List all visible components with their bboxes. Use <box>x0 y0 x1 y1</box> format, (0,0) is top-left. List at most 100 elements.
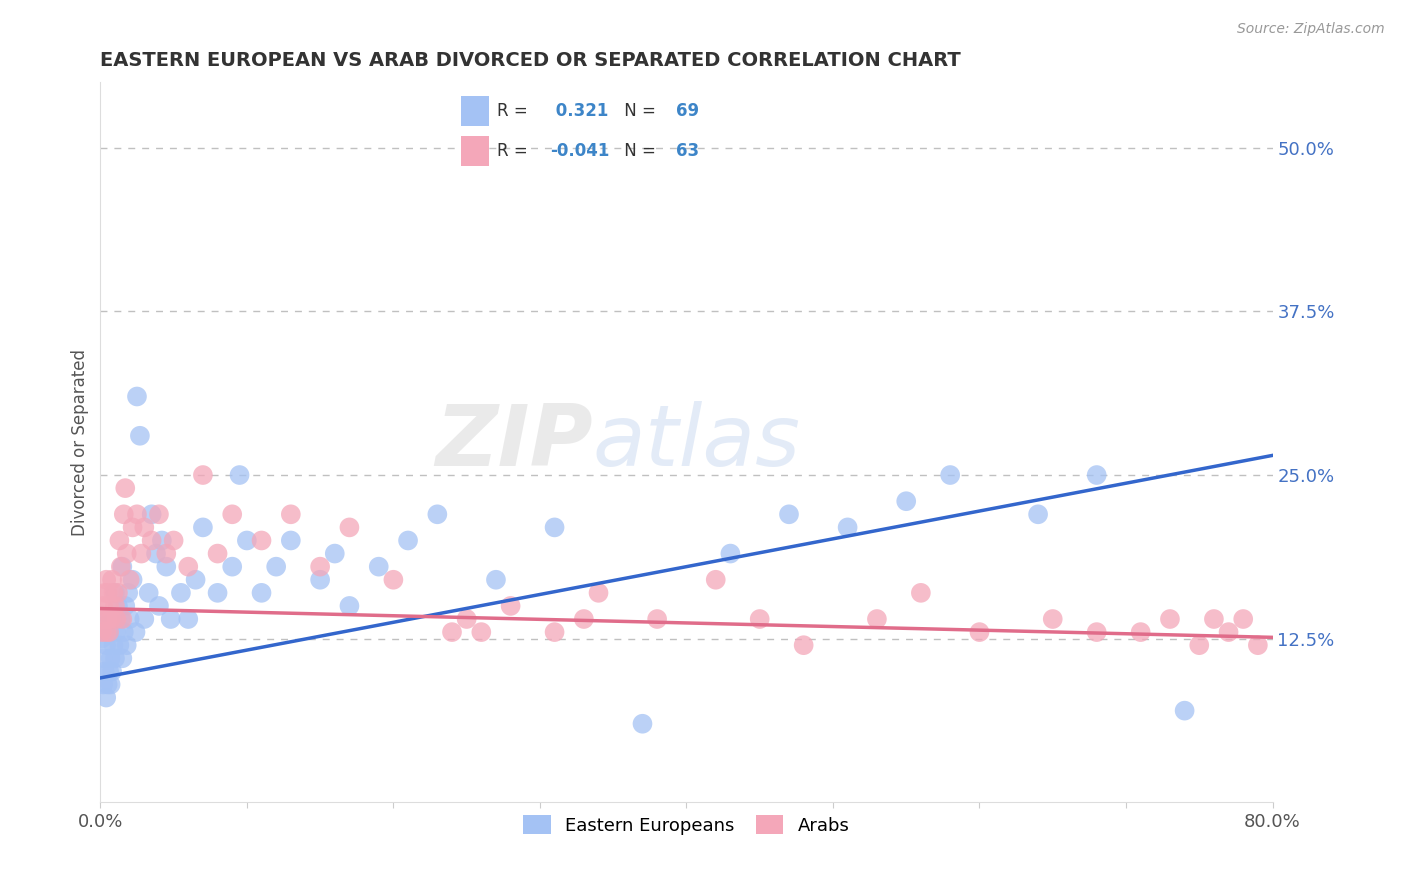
Point <box>339 599 361 613</box>
Point <box>309 573 332 587</box>
Point <box>309 559 332 574</box>
Point <box>108 533 131 548</box>
Point <box>90 625 112 640</box>
Point <box>125 390 148 404</box>
Point <box>97 612 120 626</box>
Point <box>221 508 243 522</box>
Point <box>93 625 115 640</box>
Point <box>1085 625 1108 640</box>
Point <box>138 586 160 600</box>
Point <box>250 586 273 600</box>
Point <box>96 638 118 652</box>
Text: EASTERN EUROPEAN VS ARAB DIVORCED OR SEPARATED CORRELATION CHART: EASTERN EUROPEAN VS ARAB DIVORCED OR SEP… <box>100 51 962 70</box>
Point <box>111 651 134 665</box>
Point <box>111 559 134 574</box>
Point <box>93 586 115 600</box>
Point <box>1232 612 1254 626</box>
Point <box>704 573 727 587</box>
Point <box>367 559 389 574</box>
Point <box>159 612 181 626</box>
Point <box>104 586 127 600</box>
Point <box>148 599 170 613</box>
Point <box>114 599 136 613</box>
Point <box>170 586 193 600</box>
Point <box>121 520 143 534</box>
Point <box>456 612 478 626</box>
Point <box>470 625 492 640</box>
Point <box>105 625 128 640</box>
Point <box>107 586 129 600</box>
Point <box>837 520 859 534</box>
Point <box>129 429 152 443</box>
Point <box>117 586 139 600</box>
Point <box>155 547 177 561</box>
Point <box>155 559 177 574</box>
Point <box>90 632 112 646</box>
Point <box>100 612 122 626</box>
Point <box>1042 612 1064 626</box>
Point <box>93 665 115 679</box>
Point <box>396 533 419 548</box>
Point <box>91 599 114 613</box>
Point <box>150 533 173 548</box>
Point <box>145 547 167 561</box>
Point <box>148 508 170 522</box>
Point <box>207 547 229 561</box>
Point <box>115 547 138 561</box>
Point <box>108 638 131 652</box>
Point <box>631 716 654 731</box>
Point <box>191 520 214 534</box>
Point <box>499 599 522 613</box>
Point <box>177 559 200 574</box>
Point <box>121 573 143 587</box>
Point <box>98 665 121 679</box>
Point <box>543 520 565 534</box>
Point <box>1247 638 1270 652</box>
Point <box>177 612 200 626</box>
Point <box>1129 625 1152 640</box>
Point <box>98 625 121 640</box>
Point <box>91 612 114 626</box>
Point <box>112 508 135 522</box>
Point <box>207 586 229 600</box>
Point <box>98 599 121 613</box>
Point <box>939 468 962 483</box>
Point <box>778 508 800 522</box>
Point <box>96 625 118 640</box>
Point <box>110 559 132 574</box>
Point <box>280 508 302 522</box>
Point <box>118 573 141 587</box>
Point <box>896 494 918 508</box>
Point <box>793 638 815 652</box>
Point <box>118 612 141 626</box>
Point <box>114 481 136 495</box>
Point <box>97 586 120 600</box>
Point <box>910 586 932 600</box>
Text: atlas: atlas <box>593 401 800 483</box>
Point <box>103 586 125 600</box>
Point <box>250 533 273 548</box>
Point <box>221 559 243 574</box>
Point <box>440 625 463 640</box>
Point <box>100 677 122 691</box>
Point <box>426 508 449 522</box>
Point <box>104 651 127 665</box>
Point <box>264 559 287 574</box>
Point <box>103 638 125 652</box>
Point <box>191 468 214 483</box>
Point <box>866 612 889 626</box>
Point <box>97 677 120 691</box>
Point <box>323 547 346 561</box>
Point <box>645 612 668 626</box>
Point <box>125 508 148 522</box>
Point <box>1218 625 1240 640</box>
Point <box>101 612 124 626</box>
Point <box>101 573 124 587</box>
Text: ZIP: ZIP <box>434 401 593 483</box>
Point <box>969 625 991 640</box>
Point <box>134 520 156 534</box>
Point <box>1026 508 1049 522</box>
Point <box>280 533 302 548</box>
Point <box>236 533 259 548</box>
Point <box>98 625 121 640</box>
